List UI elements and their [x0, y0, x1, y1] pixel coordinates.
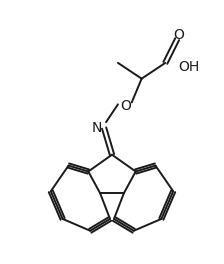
Text: OH: OH: [178, 60, 200, 74]
Text: O: O: [174, 28, 185, 42]
Text: N: N: [92, 121, 102, 135]
Text: O: O: [120, 99, 131, 113]
